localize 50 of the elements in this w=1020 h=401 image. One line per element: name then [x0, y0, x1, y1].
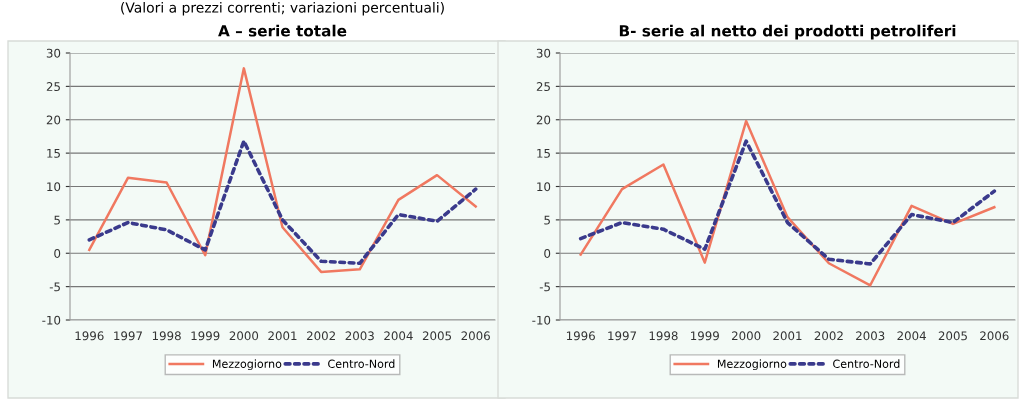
chart-title: A – serie totale — [218, 24, 347, 37]
x-tick-label: 2006 — [980, 331, 1009, 341]
x-tick-label: 2002 — [306, 331, 335, 341]
x-tick-label: 1999 — [191, 331, 220, 341]
x-tick-label: 2000 — [229, 331, 259, 341]
y-tick-label: -10 — [532, 315, 551, 325]
line-series — [87, 139, 478, 266]
y-tick-label: 15 — [537, 149, 550, 158]
line-series — [578, 139, 997, 266]
chart-subtitle: (Valori a prezzi correnti; variazioni percentuali) — [121, 2, 444, 16]
x-tick-label: 2005 — [938, 331, 967, 341]
x-tick-label: 2002 — [814, 331, 843, 341]
y-tick-label: 20 — [46, 115, 61, 125]
x-tick-label: 1997 — [114, 331, 142, 341]
y-tick-label: 30 — [46, 48, 61, 58]
x-tick-label: 2000 — [731, 331, 761, 341]
x-tick-label: 1996 — [75, 331, 104, 341]
x-tick-label: 1997 — [608, 331, 637, 341]
y-tick-label: 0 — [54, 248, 61, 258]
x-tick-label: 2001 — [773, 331, 802, 341]
x-tick-label: 2001 — [268, 331, 297, 341]
y-tick-label: 30 — [536, 48, 551, 58]
x-tick-label: 2005 — [422, 331, 452, 341]
x-tick-label: 1998 — [649, 331, 678, 341]
x-tick-label: 2004 — [384, 331, 413, 341]
y-tick-label: 0 — [544, 248, 551, 258]
x-tick-label: 1998 — [152, 331, 181, 341]
y-tick-label: 25 — [536, 82, 550, 92]
x-tick-label: 2004 — [897, 331, 926, 341]
legend-label: Centro-Nord — [328, 359, 395, 368]
x-tick-label: 1999 — [691, 331, 719, 341]
y-tick-label: 15 — [47, 149, 60, 158]
y-tick-label: 10 — [537, 182, 551, 192]
y-tick-label: 25 — [46, 82, 60, 92]
y-tick-label: 5 — [54, 215, 60, 225]
y-tick-label: -5 — [49, 282, 60, 292]
x-tick-label: 2003 — [856, 331, 885, 341]
y-tick-label: 20 — [536, 115, 551, 125]
y-tick-label: 10 — [47, 182, 61, 192]
y-tick-label: 5 — [544, 215, 550, 225]
x-tick-label: 1996 — [566, 331, 595, 341]
legend-label: Mezzogiorno — [212, 359, 282, 371]
legend-label: Mezzogiorno — [717, 359, 787, 371]
line-series — [88, 67, 477, 274]
chart-title: B- serie al netto dei prodotti petroliferi — [619, 24, 956, 40]
x-tick-label: 2006 — [461, 331, 490, 341]
x-tick-label: 2003 — [345, 331, 374, 341]
y-tick-label: -5 — [539, 282, 550, 292]
legend-label: Centro-Nord — [833, 359, 900, 368]
y-tick-label: -10 — [42, 315, 61, 325]
